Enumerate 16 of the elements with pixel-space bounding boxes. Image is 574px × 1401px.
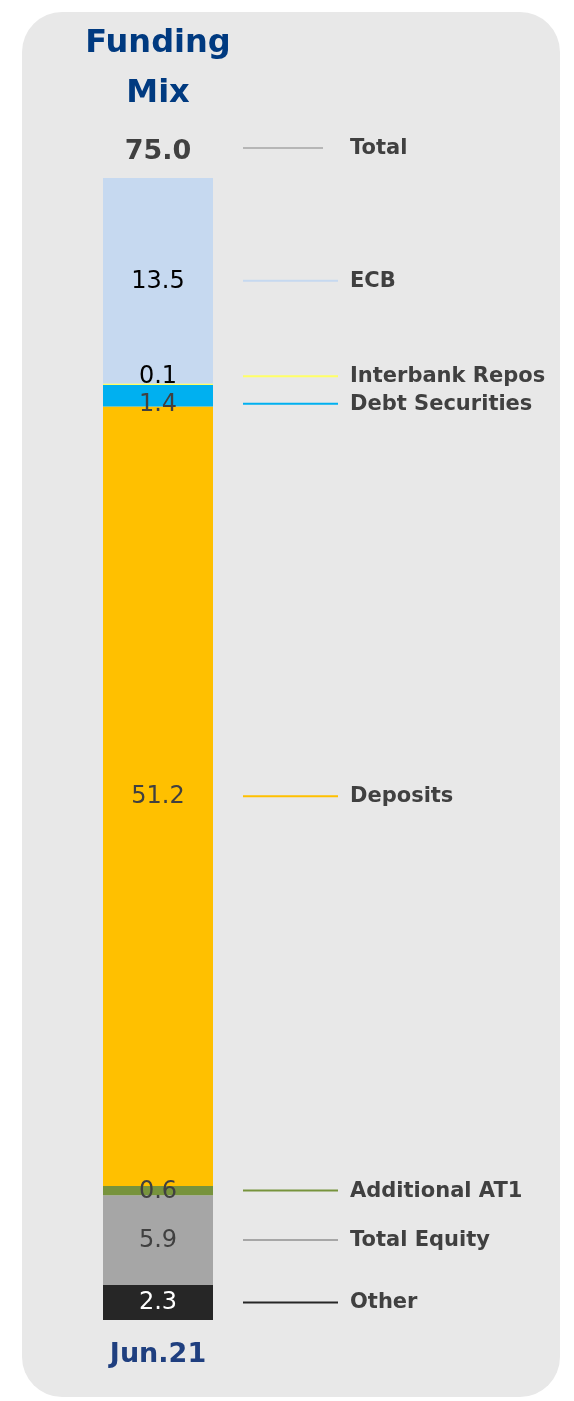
x-tick-label: Jun.21 [107, 1336, 207, 1368]
legend-label: Additional AT1 [350, 1177, 523, 1202]
legend-label: Other [350, 1289, 419, 1314]
data-label: 5.9 [138, 1225, 178, 1254]
chart-title: Funding Mix [85, 22, 231, 110]
total-label: 75.0 [124, 134, 192, 165]
text: Total [350, 135, 408, 159]
legend-label: ECB [350, 267, 396, 292]
legend-label: Interbank Repos [350, 363, 546, 388]
data-label: 2.3 [138, 1287, 178, 1316]
legend-label: Debt Securities [350, 390, 533, 415]
data-label: 51.2 [131, 781, 185, 810]
data-label: 13.5 [131, 265, 185, 294]
data-label: 0.1 [138, 361, 178, 390]
legend-label: Deposits [350, 783, 454, 808]
legend-label: Total Equity [350, 1227, 491, 1252]
